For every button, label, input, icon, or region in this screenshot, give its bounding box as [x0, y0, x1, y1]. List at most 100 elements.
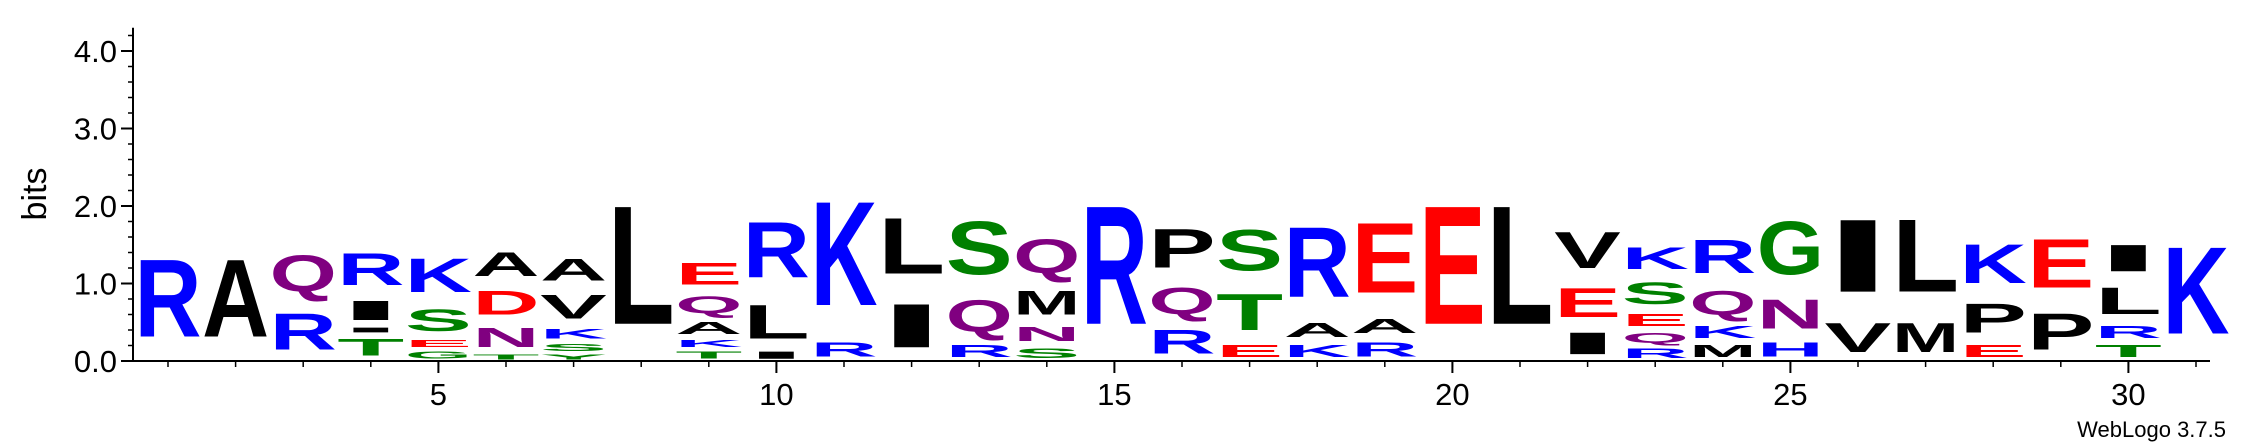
letter-stack-13: RQS [946, 205, 1013, 361]
logo-letter: S [946, 205, 1013, 290]
logo-letter: E [1622, 311, 1689, 330]
logo-letter: A [1284, 319, 1351, 342]
logo-letter: R [1351, 338, 1418, 361]
logo-letter: L [1487, 172, 1554, 361]
logo-letter: E [1960, 342, 2027, 361]
logo-letter: A [540, 252, 607, 287]
logo-letter: L [743, 295, 810, 349]
logo-letter: T [675, 349, 742, 361]
logo-letter: R [134, 237, 201, 361]
logo-letter: N [1757, 292, 1824, 338]
logo-letter: K [540, 326, 607, 341]
logo-letter: N [473, 322, 540, 353]
logo-letter: K [405, 248, 472, 302]
logo-letter: R [2095, 323, 2162, 342]
logo-letter: K [1960, 234, 2027, 296]
logo-letter: M [1892, 314, 1959, 361]
logo-letter: N [1013, 322, 1080, 345]
logo-letter: L [2095, 280, 2162, 322]
x-axis: 5 10 15 20 25 30 [133, 360, 2210, 412]
logo-letter: Q [1149, 280, 1216, 322]
logo-letter: K [1284, 342, 1351, 361]
logo-letter: R [1689, 229, 1756, 283]
logo-letter: A [675, 319, 742, 338]
logo-letter: I [337, 295, 404, 326]
logo-letter: K [1689, 323, 1756, 342]
logo-letter: A [473, 245, 540, 284]
credit-text: WebLogo 3.7.5 [2077, 417, 2226, 442]
letter-stack-20: E [1419, 170, 1486, 360]
logo-letter: Q [270, 245, 337, 303]
logo-letter: R [1149, 322, 1216, 361]
logo-letter: S [1622, 276, 1689, 311]
logo-letter: R [1622, 346, 1689, 361]
logo-letter: R [1081, 170, 1148, 360]
letter-stack-27: ML [1892, 197, 1959, 361]
logo-letter: Y [540, 353, 607, 361]
x-tick-label: 15 [1097, 377, 1131, 412]
y-tick-label: 1.0 [74, 267, 117, 302]
logo-letter: K [1622, 241, 1689, 276]
logo-letter: K [811, 172, 878, 338]
logo-letter: T [337, 334, 404, 361]
logo-letter: Q [1689, 284, 1756, 322]
letter-stack-10: ILR [743, 207, 810, 361]
letter-stack-25: HNG [1757, 206, 1824, 361]
logo-letter: E [2027, 226, 2094, 303]
letter-stack-29: PE [2027, 226, 2094, 361]
logo-letter: I [1825, 198, 1892, 314]
logo-letter: A [1351, 315, 1418, 338]
letter-stack-26: VI [1825, 198, 1892, 361]
y-tick-label: 3.0 [74, 112, 117, 147]
logo-letter: R [337, 245, 404, 295]
logo-letter: E [1351, 202, 1418, 314]
letter-stack-1: R [134, 237, 201, 361]
logo-letter: R [946, 342, 1013, 361]
logo-letter: L [878, 202, 945, 291]
letter-stack-16: RQP [1149, 218, 1216, 361]
logo-letter: E [1216, 342, 1283, 361]
letter-stack-21: L [1487, 172, 1554, 361]
logo-letter: T [473, 353, 540, 361]
logo-letter: R [811, 338, 878, 361]
logo-letter: R [743, 207, 810, 295]
x-tick-label: 20 [1435, 377, 1469, 412]
logo-letter: K [675, 338, 742, 350]
letter-stack-12: IL [878, 202, 945, 360]
letter-stack-11: RK [811, 172, 878, 361]
letter-stack-19: RAE [1351, 202, 1418, 361]
x-tick-label: 5 [430, 377, 447, 412]
letter-stack-31: K [2163, 222, 2230, 360]
logo-letter: Q [1622, 330, 1689, 345]
logo-letter: G [405, 349, 472, 361]
logo-letter: P [1960, 295, 2027, 341]
logo-letter: I [743, 349, 810, 361]
logo-letter: R [270, 303, 337, 361]
logo-letter: A [202, 237, 269, 361]
logo-letter: V [540, 287, 607, 326]
logo-letter: S [1013, 346, 1080, 361]
letter-stack-18: KAR [1284, 207, 1351, 361]
logo-letter: I [2095, 237, 2162, 280]
logo-letter: S [540, 342, 607, 354]
logo-letter: E [675, 256, 742, 291]
logo-letter: E [1554, 280, 1621, 326]
logo-letter: S [1216, 218, 1283, 284]
logo-letter: M [1013, 284, 1080, 323]
logo-letter: I [1554, 326, 1621, 361]
y-axis: 0.0 1.0 2.0 3.0 4.0 [74, 27, 134, 379]
logo-letter: Q [675, 292, 742, 319]
letter-stack-22: IEV [1554, 221, 1621, 361]
letter-stack-17: ETS [1216, 218, 1283, 361]
logo-letter: T [2095, 342, 2162, 361]
